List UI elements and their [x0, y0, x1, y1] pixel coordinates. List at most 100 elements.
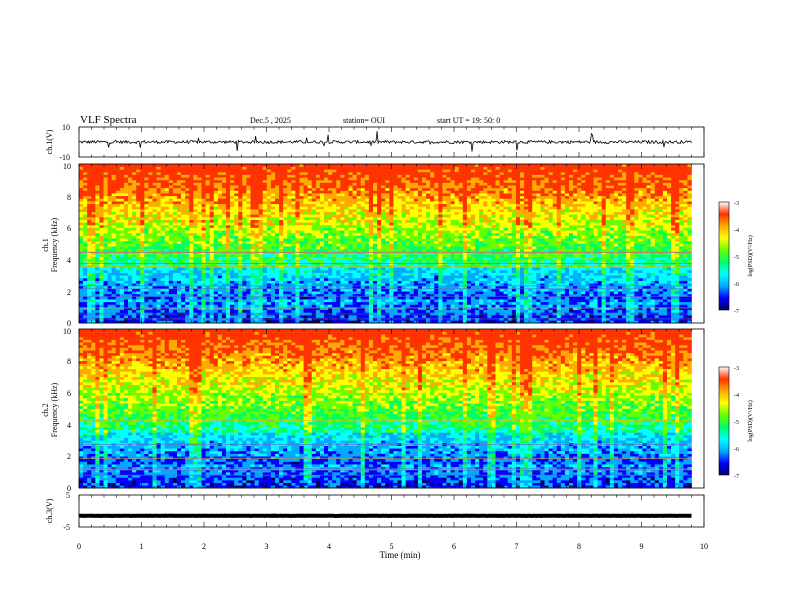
spectrogram-cell	[91, 225, 95, 228]
spectrogram-cell	[300, 273, 304, 276]
spectrogram-cell	[365, 254, 369, 257]
spectrogram-cell	[222, 307, 226, 310]
spectrogram-cell	[173, 299, 177, 302]
spectrogram-cell	[144, 244, 148, 247]
spectrogram-cell	[136, 230, 140, 233]
spectrogram-cell	[312, 310, 316, 313]
spectrogram-cell	[381, 275, 385, 278]
spectrogram-cell	[165, 201, 169, 204]
spectrogram-cell	[357, 275, 361, 278]
spectrogram-cell	[251, 273, 255, 276]
spectrogram-cell	[336, 286, 340, 289]
spectrogram-cell	[165, 254, 169, 257]
spectrogram-cell	[140, 297, 144, 300]
spectrogram-cell	[218, 193, 222, 196]
spectrogram-cell	[120, 267, 124, 270]
spectrogram-cell	[214, 273, 218, 276]
spectrogram-cell	[214, 236, 218, 239]
spectrogram-cell	[87, 278, 91, 281]
spectrogram-cell	[87, 206, 91, 209]
spectrogram-cell	[128, 230, 132, 233]
spectrogram-cell	[181, 259, 185, 262]
spectrogram-cell	[144, 196, 148, 199]
spectrogram-cell	[251, 241, 255, 244]
spectrogram-cell	[153, 310, 157, 313]
spectrogram-cell	[263, 297, 267, 300]
spectrogram-cell	[255, 228, 259, 231]
spectrogram-cell	[381, 302, 385, 305]
spectrogram-cell	[381, 185, 385, 188]
spectrogram-cell	[79, 201, 83, 204]
spectrogram-cell	[197, 196, 201, 199]
spectrogram-cell	[377, 278, 381, 281]
spectrogram-cell	[267, 183, 271, 186]
spectrogram-cell	[332, 220, 336, 223]
spectrogram-cell	[202, 169, 206, 172]
spectrogram-cell	[148, 228, 152, 231]
spectrogram-cell	[189, 244, 193, 247]
spectrogram-cell	[218, 233, 222, 236]
spectrogram-cell	[291, 278, 295, 281]
spectrogram-cell	[406, 265, 410, 268]
spectrogram-cell	[218, 209, 222, 212]
spectrogram-cell	[357, 238, 361, 241]
spectrogram-cell	[222, 310, 226, 313]
spectrogram-cell	[218, 214, 222, 217]
spectrogram-cell	[222, 206, 226, 209]
spectrogram-cell	[275, 310, 279, 313]
spectrogram-cell	[398, 310, 402, 313]
spectrogram-cell	[83, 315, 87, 318]
spectrogram-cell	[291, 183, 295, 186]
spectrogram-cell	[210, 204, 214, 207]
spectrogram-cell	[124, 275, 128, 278]
spectrogram-cell	[120, 270, 124, 273]
spectrogram-cell	[177, 291, 181, 294]
spectrogram-cell	[83, 265, 87, 268]
spectrogram-cell	[185, 212, 189, 215]
spectrogram-cell	[157, 188, 161, 191]
spectrogram-cell	[357, 214, 361, 217]
spectrogram-cell	[226, 209, 230, 212]
spectrogram-cell	[91, 265, 95, 268]
spectrogram-cell	[406, 228, 410, 231]
spectrogram-cell	[193, 188, 197, 191]
spectrogram-cell	[291, 169, 295, 172]
spectrogram-cell	[393, 244, 397, 247]
spectrogram-cell	[275, 180, 279, 183]
spectrogram-cell	[291, 204, 295, 207]
spectrogram-cell	[99, 164, 103, 167]
spectrogram-cell	[271, 286, 275, 289]
spectrogram-cell	[185, 236, 189, 239]
spectrogram-cell	[259, 270, 263, 273]
spectrogram-cell	[414, 206, 418, 209]
spectrogram-cell	[95, 270, 99, 273]
spectrogram-cell	[132, 267, 136, 270]
spectrogram-cell	[120, 310, 124, 313]
spectrogram-cell	[410, 233, 414, 236]
spectrogram-cell	[161, 299, 165, 302]
spectrogram-cell	[157, 241, 161, 244]
spectrogram-cell	[263, 267, 267, 270]
spectrogram-cell	[271, 175, 275, 178]
spectrogram-cell	[193, 175, 197, 178]
spectrogram-cell	[79, 310, 83, 313]
spectrogram-cell	[312, 185, 316, 188]
spectrogram-cell	[206, 249, 210, 252]
spectrogram-cell	[283, 236, 287, 239]
spectrogram-cell	[226, 169, 230, 172]
spectrogram-cell	[316, 241, 320, 244]
spectrogram-cell	[136, 175, 140, 178]
spectrogram-cell	[169, 198, 173, 201]
spectrogram-cell	[385, 259, 389, 262]
spectrogram-cell	[414, 241, 418, 244]
spectrogram-cell	[369, 193, 373, 196]
spectrogram-cell	[365, 167, 369, 170]
spectrogram-cell	[177, 212, 181, 215]
spectrogram-cell	[169, 191, 173, 194]
spectrogram-cell	[218, 304, 222, 307]
spectrogram-cell	[104, 236, 108, 239]
spectrogram-cell	[177, 297, 181, 300]
spectrogram-cell	[283, 254, 287, 257]
spectrogram-cell	[267, 265, 271, 268]
spectrogram-cell	[202, 177, 206, 180]
